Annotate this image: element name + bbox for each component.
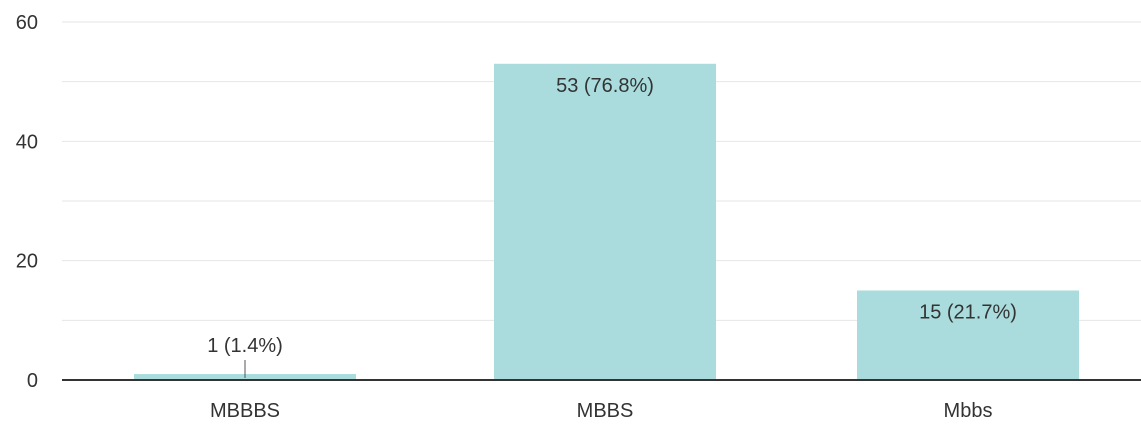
x-axis-labels: MBBBS MBBS Mbbs [210, 400, 992, 422]
x-category-label: MBBS [577, 400, 634, 422]
y-tick-label: 20 [16, 251, 38, 273]
data-label: 53 (76.8%) [556, 75, 654, 97]
bar-mbbs [857, 290, 1079, 380]
data-labels: 1 (1.4%) 53 (76.8%) 15 (21.7%) [207, 75, 1017, 378]
data-label: 1 (1.4%) [207, 335, 283, 357]
y-tick-label: 40 [16, 131, 38, 153]
y-tick-label: 0 [27, 370, 38, 392]
y-axis-ticks: 0 20 40 60 [16, 12, 38, 392]
bar-mbbs [494, 63, 716, 381]
data-label: 15 (21.7%) [919, 302, 1017, 324]
x-category-label: Mbbs [944, 400, 993, 422]
x-category-label: MBBBS [210, 400, 280, 422]
y-tick-label: 60 [16, 12, 38, 34]
bars [134, 63, 1079, 381]
